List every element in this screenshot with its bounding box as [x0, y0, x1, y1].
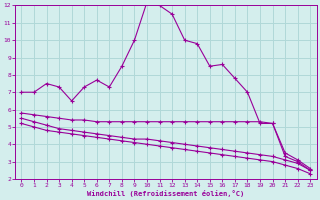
X-axis label: Windchill (Refroidissement éolien,°C): Windchill (Refroidissement éolien,°C): [87, 190, 244, 197]
